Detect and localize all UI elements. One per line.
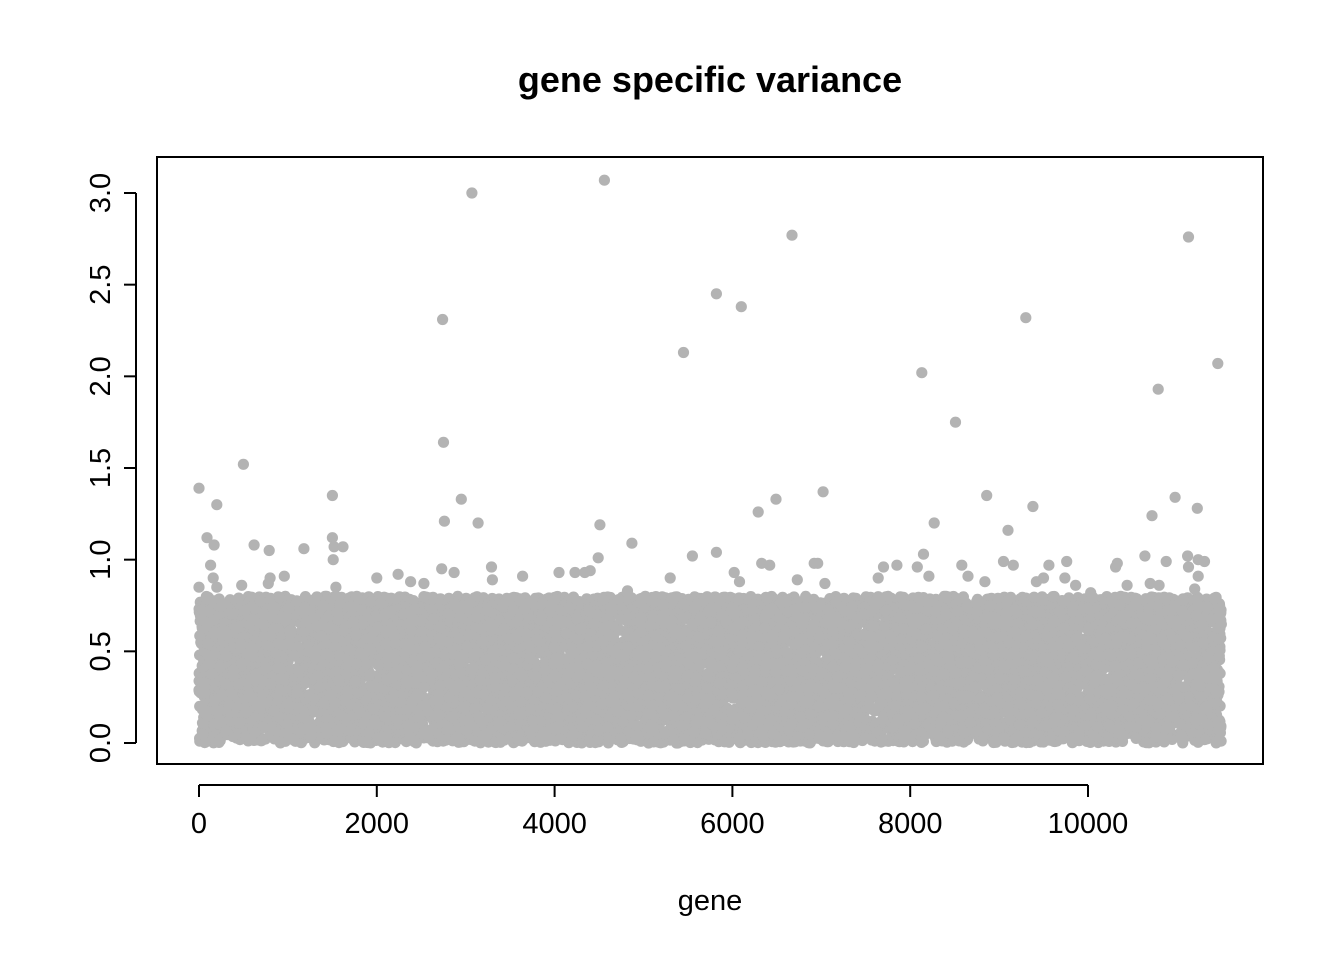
points-layer (193, 174, 1227, 749)
chart-title: gene specific variance (518, 59, 902, 100)
